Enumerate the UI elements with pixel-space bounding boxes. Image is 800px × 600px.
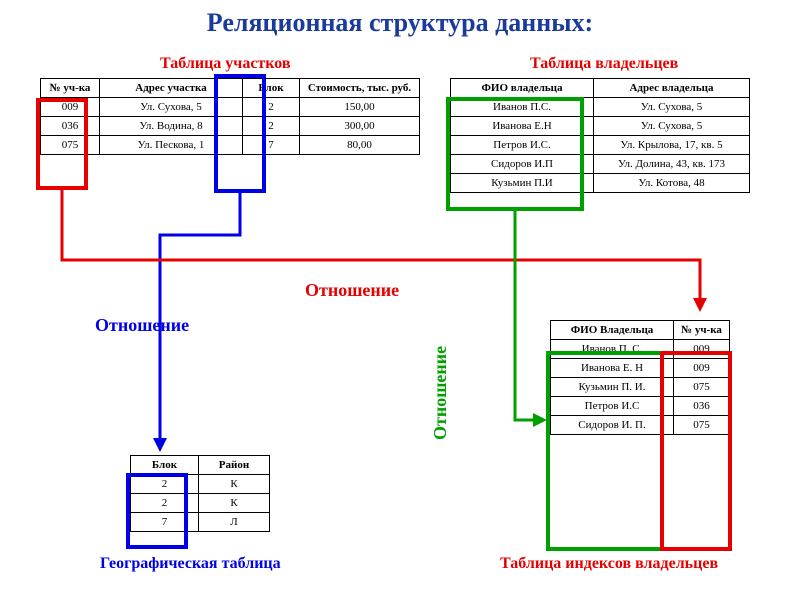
col-addr: Адрес участка <box>100 79 243 98</box>
col-id: № уч-ка <box>674 321 730 340</box>
table-row: Кузьмин П. И.075 <box>551 378 730 397</box>
col-addr: Адрес владельца <box>594 79 750 98</box>
geo-table: Блок Район 2К 2К 7Л <box>130 455 270 532</box>
col-block: Блок <box>131 456 199 475</box>
table-row: Иванов П.С.Ул. Сухова, 5 <box>451 98 750 117</box>
arrowhead-icon <box>533 413 547 427</box>
table-row: Петров И.С.Ул. Крылова, 17, кв. 5 <box>451 136 750 155</box>
table-header-row: ФИО владельца Адрес владельца <box>451 79 750 98</box>
col-block: Блок <box>243 79 300 98</box>
arrowhead-icon <box>693 298 707 312</box>
plots-table: № уч-ка Адрес участка Блок Стоимость, ты… <box>40 78 420 155</box>
table-row: Петров И.С036 <box>551 397 730 416</box>
owners-table-label: Таблица владельцев <box>530 55 678 73</box>
table-row: Сидоров И. П.075 <box>551 416 730 435</box>
col-name: ФИО Владельца <box>551 321 674 340</box>
table-row: 036Ул. Водина, 82300,00 <box>41 117 420 136</box>
relation-label-red: Отношение <box>305 280 399 301</box>
table-row: Иванов П. С.009 <box>551 340 730 359</box>
index-table-label: Таблица индексов владельцев <box>500 555 718 573</box>
geo-table-label: Географическая таблица <box>100 555 281 573</box>
table-row: Сидоров И.ПУл. Долина, 43, кв. 173 <box>451 155 750 174</box>
table-row: 2К <box>131 475 270 494</box>
table-header-row: ФИО Владельца № уч-ка <box>551 321 730 340</box>
relation-label-blue: Отношение <box>95 315 189 336</box>
table-row: 7Л <box>131 513 270 532</box>
relation-label-green: Отношение <box>430 346 451 440</box>
table-row: Иванова Е. Н009 <box>551 359 730 378</box>
relation-arrow-green <box>515 209 535 420</box>
table-row: Кузьмин П.ИУл. Котова, 48 <box>451 174 750 193</box>
col-name: ФИО владельца <box>451 79 594 98</box>
col-district: Район <box>199 456 270 475</box>
page-title: Реляционная структура данных: <box>0 8 800 38</box>
col-id: № уч-ка <box>41 79 100 98</box>
table-row: Иванова Е.НУл. Сухова, 5 <box>451 117 750 136</box>
col-cost: Стоимость, тыс. руб. <box>300 79 420 98</box>
plots-table-label: Таблица участков <box>160 55 291 73</box>
table-header-row: № уч-ка Адрес участка Блок Стоимость, ты… <box>41 79 420 98</box>
table-row: 009Ул. Сухова, 52150,00 <box>41 98 420 117</box>
table-header-row: Блок Район <box>131 456 270 475</box>
index-table: ФИО Владельца № уч-ка Иванов П. С.009 Ив… <box>550 320 730 435</box>
table-row: 2К <box>131 494 270 513</box>
table-row: 075Ул. Пескова, 1780,00 <box>41 136 420 155</box>
arrowhead-icon <box>153 438 167 452</box>
owners-table: ФИО владельца Адрес владельца Иванов П.С… <box>450 78 750 193</box>
